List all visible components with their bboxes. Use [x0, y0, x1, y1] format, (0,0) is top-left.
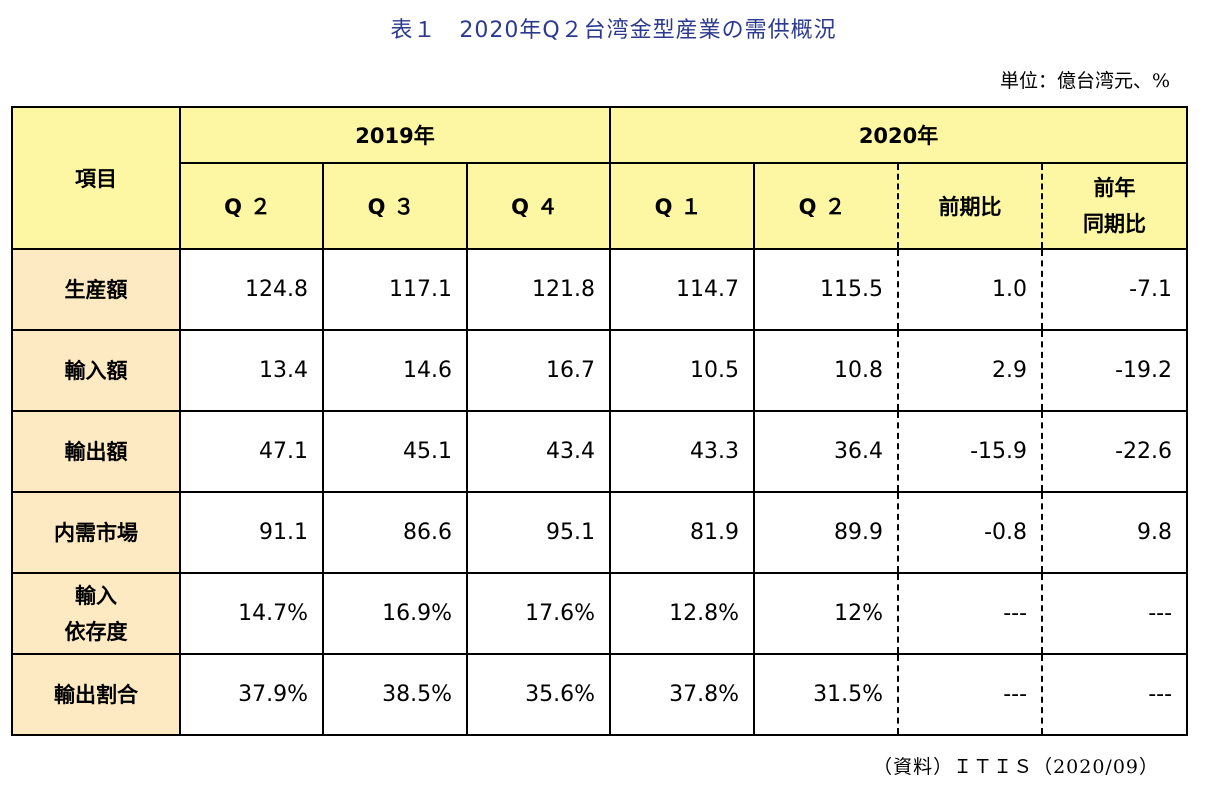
cell-value: 89.9 [753, 491, 900, 574]
cell-value: 10.8 [753, 329, 900, 412]
cell-value: 9.8 [1041, 491, 1189, 574]
cell-value: 115.5 [753, 248, 900, 331]
cell-value: 124.8 [179, 248, 324, 331]
table-row: 輸出割合 37.9% 38.5% 35.6% 37.8% 31.5% --- -… [11, 653, 1189, 736]
cell-value: 2.9 [897, 329, 1044, 412]
table-row: 輸入 依存度 14.7% 16.9% 17.6% 12.8% 12% --- -… [11, 572, 1189, 655]
cell-value: 17.6% [465, 572, 612, 655]
header-yoy-line2: 同期比 [1083, 212, 1147, 236]
cell-value: -15.9 [897, 410, 1044, 493]
header-item: 項目 [11, 106, 181, 250]
cell-value: 86.6 [322, 491, 468, 574]
cell-value: --- [897, 572, 1044, 655]
cell-value: 16.9% [322, 572, 468, 655]
cell-value: 12.8% [609, 572, 756, 655]
cell-value: -0.8 [897, 491, 1044, 574]
cell-value: 37.8% [609, 653, 756, 736]
cell-value: 47.1 [179, 410, 324, 493]
cell-value: 37.9% [179, 653, 324, 736]
supply-demand-table: 項目 2019年 2020年 Q２ Q３ Q４ Q１ Q２ 前期比 前年 同期比… [11, 106, 1189, 736]
cell-value: 95.1 [465, 491, 612, 574]
header-q3-2019: Q３ [322, 162, 468, 250]
table-row: 内需市場 91.1 86.6 95.1 81.9 89.9 -0.8 9.8 [11, 491, 1189, 574]
header-year-2019: 2019年 [178, 106, 612, 164]
header-yoy: 前年 同期比 [1041, 162, 1189, 250]
cell-value: 12% [753, 572, 900, 655]
header-qoq: 前期比 [897, 162, 1044, 250]
header-q1-2020: Q１ [609, 162, 756, 250]
row-label-line1: 輸入 [75, 583, 117, 608]
header-q4-2019: Q４ [465, 162, 612, 250]
cell-value: 117.1 [322, 248, 468, 331]
cell-value: 31.5% [753, 653, 900, 736]
cell-value: 91.1 [179, 491, 324, 574]
header-yoy-line1: 前年 [1093, 176, 1136, 200]
header-year-2020: 2020年 [609, 106, 1189, 164]
table-title: 表１ 2020年Q２台湾金型産業の需供概況 [390, 18, 837, 43]
header-q2-2020: Q２ [753, 162, 900, 250]
row-label: 内需市場 [11, 491, 181, 574]
cell-value: 121.8 [465, 248, 612, 331]
cell-value: 1.0 [897, 248, 1044, 331]
cell-value: -22.6 [1041, 410, 1189, 493]
cell-value: 114.7 [609, 248, 756, 331]
cell-value: 36.4 [753, 410, 900, 493]
cell-value: 13.4 [179, 329, 324, 412]
cell-value: 14.6 [322, 329, 468, 412]
cell-value: 43.4 [465, 410, 612, 493]
unit-note: 単位：億台湾元、% [999, 70, 1170, 92]
cell-value: 38.5% [322, 653, 468, 736]
cell-value: -19.2 [1041, 329, 1189, 412]
cell-value: 10.5 [609, 329, 756, 412]
table-row: 輸入額 13.4 14.6 16.7 10.5 10.8 2.9 -19.2 [11, 329, 1189, 412]
header-q2-2019: Q２ [179, 162, 324, 250]
row-label: 輸入額 [11, 329, 181, 412]
cell-value: 81.9 [609, 491, 756, 574]
source-note: （資料）ＩＴＩＳ（2020/09） [873, 756, 1159, 778]
cell-value: --- [897, 653, 1044, 736]
cell-value: --- [1041, 653, 1189, 736]
row-label: 生産額 [11, 248, 181, 331]
row-label: 輸入 依存度 [11, 572, 181, 655]
row-label: 輸出割合 [11, 653, 181, 736]
table-row: 生産額 124.8 117.1 121.8 114.7 115.5 1.0 -7… [11, 248, 1189, 331]
cell-value: -7.1 [1041, 248, 1189, 331]
cell-value: 45.1 [322, 410, 468, 493]
cell-value: 35.6% [465, 653, 612, 736]
cell-value: --- [1041, 572, 1189, 655]
table-row: 輸出額 47.1 45.1 43.4 43.3 36.4 -15.9 -22.6 [11, 410, 1189, 493]
cell-value: 14.7% [179, 572, 324, 655]
cell-value: 16.7 [465, 329, 612, 412]
cell-value: 43.3 [609, 410, 756, 493]
row-label-line2: 依存度 [64, 619, 128, 644]
row-label: 輸出額 [11, 410, 181, 493]
